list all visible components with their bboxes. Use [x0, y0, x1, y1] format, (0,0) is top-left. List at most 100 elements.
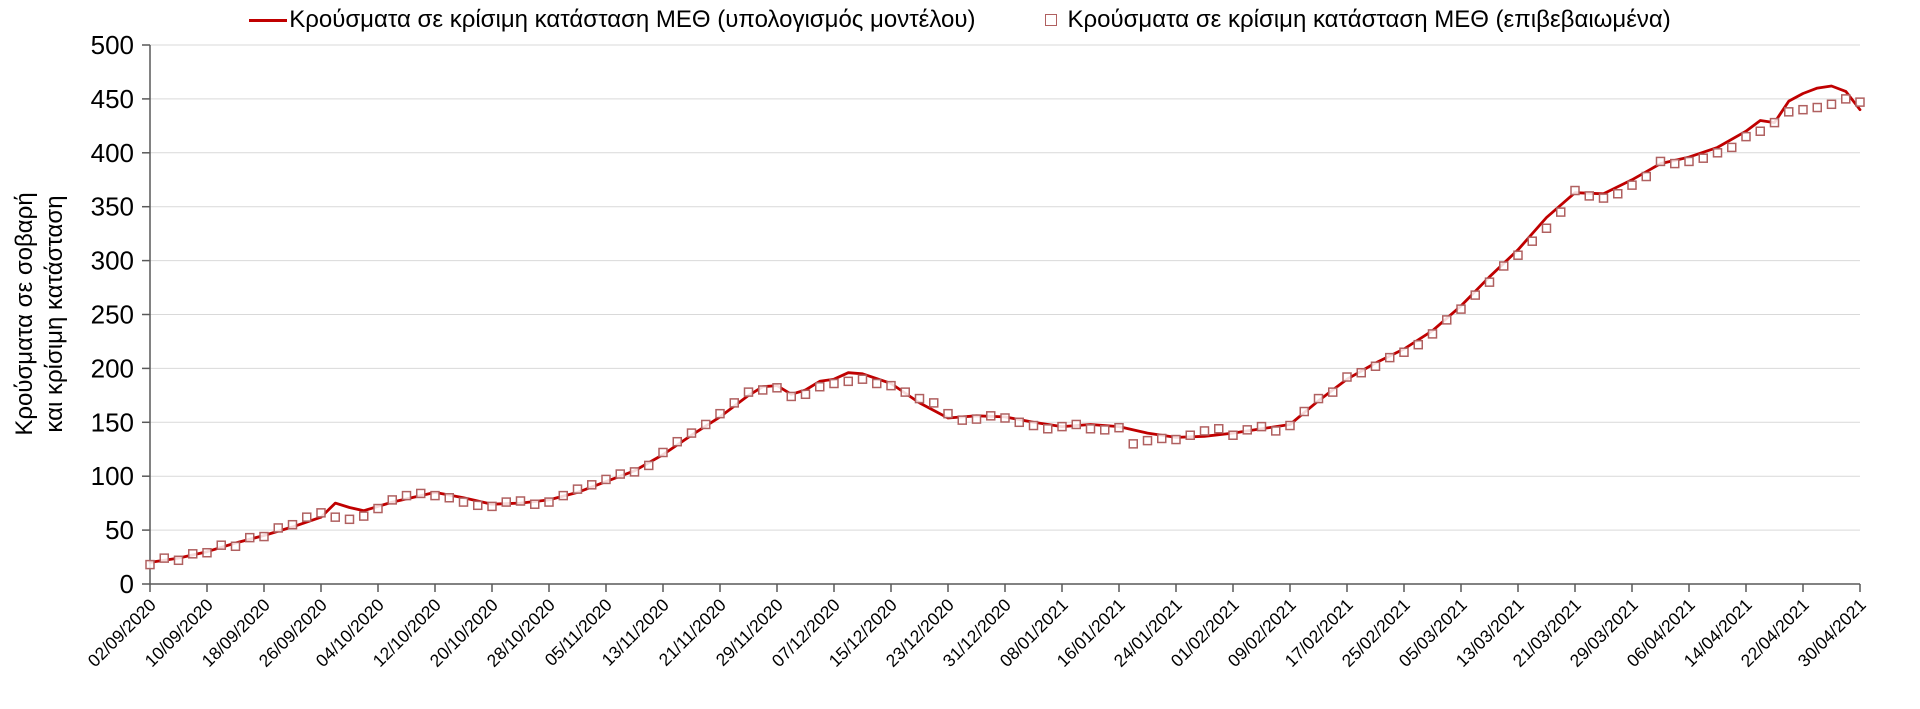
confirmed-marker [1427, 329, 1438, 339]
confirmed-marker [900, 387, 910, 397]
confirmed-marker [387, 495, 397, 505]
confirmed-marker [644, 460, 654, 471]
confirmed-marker [815, 381, 825, 392]
confirmed-marker [188, 549, 198, 559]
confirmed-marker [145, 559, 155, 570]
confirmed-marker [1171, 434, 1181, 445]
confirmed-marker [401, 490, 412, 501]
confirmed-marker [843, 376, 853, 387]
legend-item-model: Κρούσματα σε κρίσιμη κατάσταση ΜΕΘ (υπολ… [249, 6, 975, 34]
confirmed-marker-swatch-icon [1045, 14, 1058, 26]
confirmed-marker [1541, 223, 1552, 234]
confirmed-marker [515, 496, 526, 506]
confirmed-marker [587, 480, 597, 490]
y-tick-label: 400 [91, 138, 134, 168]
confirmed-marker [245, 532, 255, 543]
confirmed-marker [230, 541, 241, 552]
confirmed-marker [1043, 424, 1053, 434]
confirmed-marker [373, 503, 383, 514]
confirmed-marker [1100, 425, 1110, 435]
confirmed-marker [872, 378, 882, 389]
confirmed-marker [1755, 126, 1765, 136]
confirmed-marker [216, 540, 226, 550]
confirmed-marker [1769, 117, 1780, 128]
y-tick-label: 0 [120, 569, 134, 599]
confirmed-marker [615, 469, 625, 479]
y-tick-label: 100 [91, 461, 134, 491]
confirmed-marker [558, 490, 568, 501]
confirmed-marker [1057, 421, 1067, 432]
confirmed-marker [929, 398, 939, 408]
confirmed-marker [943, 408, 953, 419]
confirmed-marker [1000, 413, 1010, 423]
confirmed-marker [1812, 102, 1822, 113]
confirmed-marker [1142, 435, 1153, 446]
confirmed-marker [487, 501, 497, 512]
confirmed-marker [829, 378, 839, 389]
confirmed-marker [971, 414, 982, 424]
chart-legend: Κρούσματα σε κρίσιμη κατάσταση ΜΕΘ (υπολ… [0, 6, 1920, 34]
confirmed-marker [886, 380, 896, 391]
confirmed-marker [359, 511, 369, 521]
confirmed-marker [1256, 421, 1267, 432]
confirmed-marker [1641, 171, 1651, 182]
confirmed-marker [1527, 236, 1537, 246]
confirmed-marker [1556, 207, 1566, 217]
confirmed-marker [1584, 191, 1594, 201]
confirmed-marker [344, 514, 355, 525]
confirmed-marker [1199, 426, 1210, 436]
confirmed-marker [1313, 393, 1324, 404]
confirmed-marker [686, 428, 697, 438]
confirmed-marker [273, 523, 283, 533]
confirmed-marker [701, 419, 711, 430]
confirmed-marker [1484, 277, 1495, 287]
confirmed-marker [1826, 99, 1837, 110]
confirmed-marker [857, 374, 868, 384]
confirmed-marker [430, 490, 440, 501]
confirmed-marker [1228, 430, 1238, 440]
confirmed-marker [986, 411, 996, 421]
confirmed-marker [715, 408, 725, 419]
confirmed-marker [800, 389, 811, 400]
confirmed-marker [1456, 304, 1466, 314]
confirmed-marker [1513, 250, 1523, 260]
confirmed-marker [1698, 153, 1708, 163]
confirmed-marker [1598, 193, 1609, 203]
confirmed-marker [173, 555, 184, 566]
confirmed-marker [1442, 315, 1452, 325]
confirmed-marker [416, 488, 426, 499]
confirmed-marker [330, 512, 340, 522]
confirmed-marker [1185, 430, 1195, 440]
confirmed-marker [1855, 97, 1865, 107]
confirmed-marker [1285, 420, 1295, 431]
confirmed-marker [601, 474, 611, 485]
confirmed-marker [287, 519, 298, 530]
model-line-swatch-icon [249, 18, 288, 22]
confirmed-marker [1655, 156, 1666, 167]
confirmed-marker [473, 500, 483, 511]
confirmed-marker [1470, 290, 1480, 300]
confirmed-marker [629, 467, 640, 477]
confirmed-marker [1328, 387, 1338, 397]
confirmed-marker [1157, 433, 1167, 444]
confirmed-marker [444, 493, 454, 503]
y-tick-label: 250 [91, 300, 134, 330]
confirmed-marker [1356, 367, 1366, 378]
confirmed-marker [544, 497, 554, 507]
y-tick-label: 300 [91, 246, 134, 276]
confirmed-marker [572, 484, 583, 494]
confirmed-marker [658, 447, 668, 458]
confirmed-marker [1271, 426, 1281, 436]
confirmed-marker [1784, 107, 1794, 117]
y-axis-title-line1: Κρούσματα σε σοβαρή [11, 192, 38, 436]
confirmed-marker [1727, 142, 1737, 153]
confirmed-marker [786, 391, 796, 402]
confirmed-marker [1114, 422, 1124, 433]
confirmed-marker [1014, 417, 1024, 428]
confirmed-marker [772, 383, 782, 393]
confirmed-marker [1841, 94, 1851, 104]
confirmed-marker [1741, 131, 1751, 142]
confirmed-marker [458, 497, 469, 507]
